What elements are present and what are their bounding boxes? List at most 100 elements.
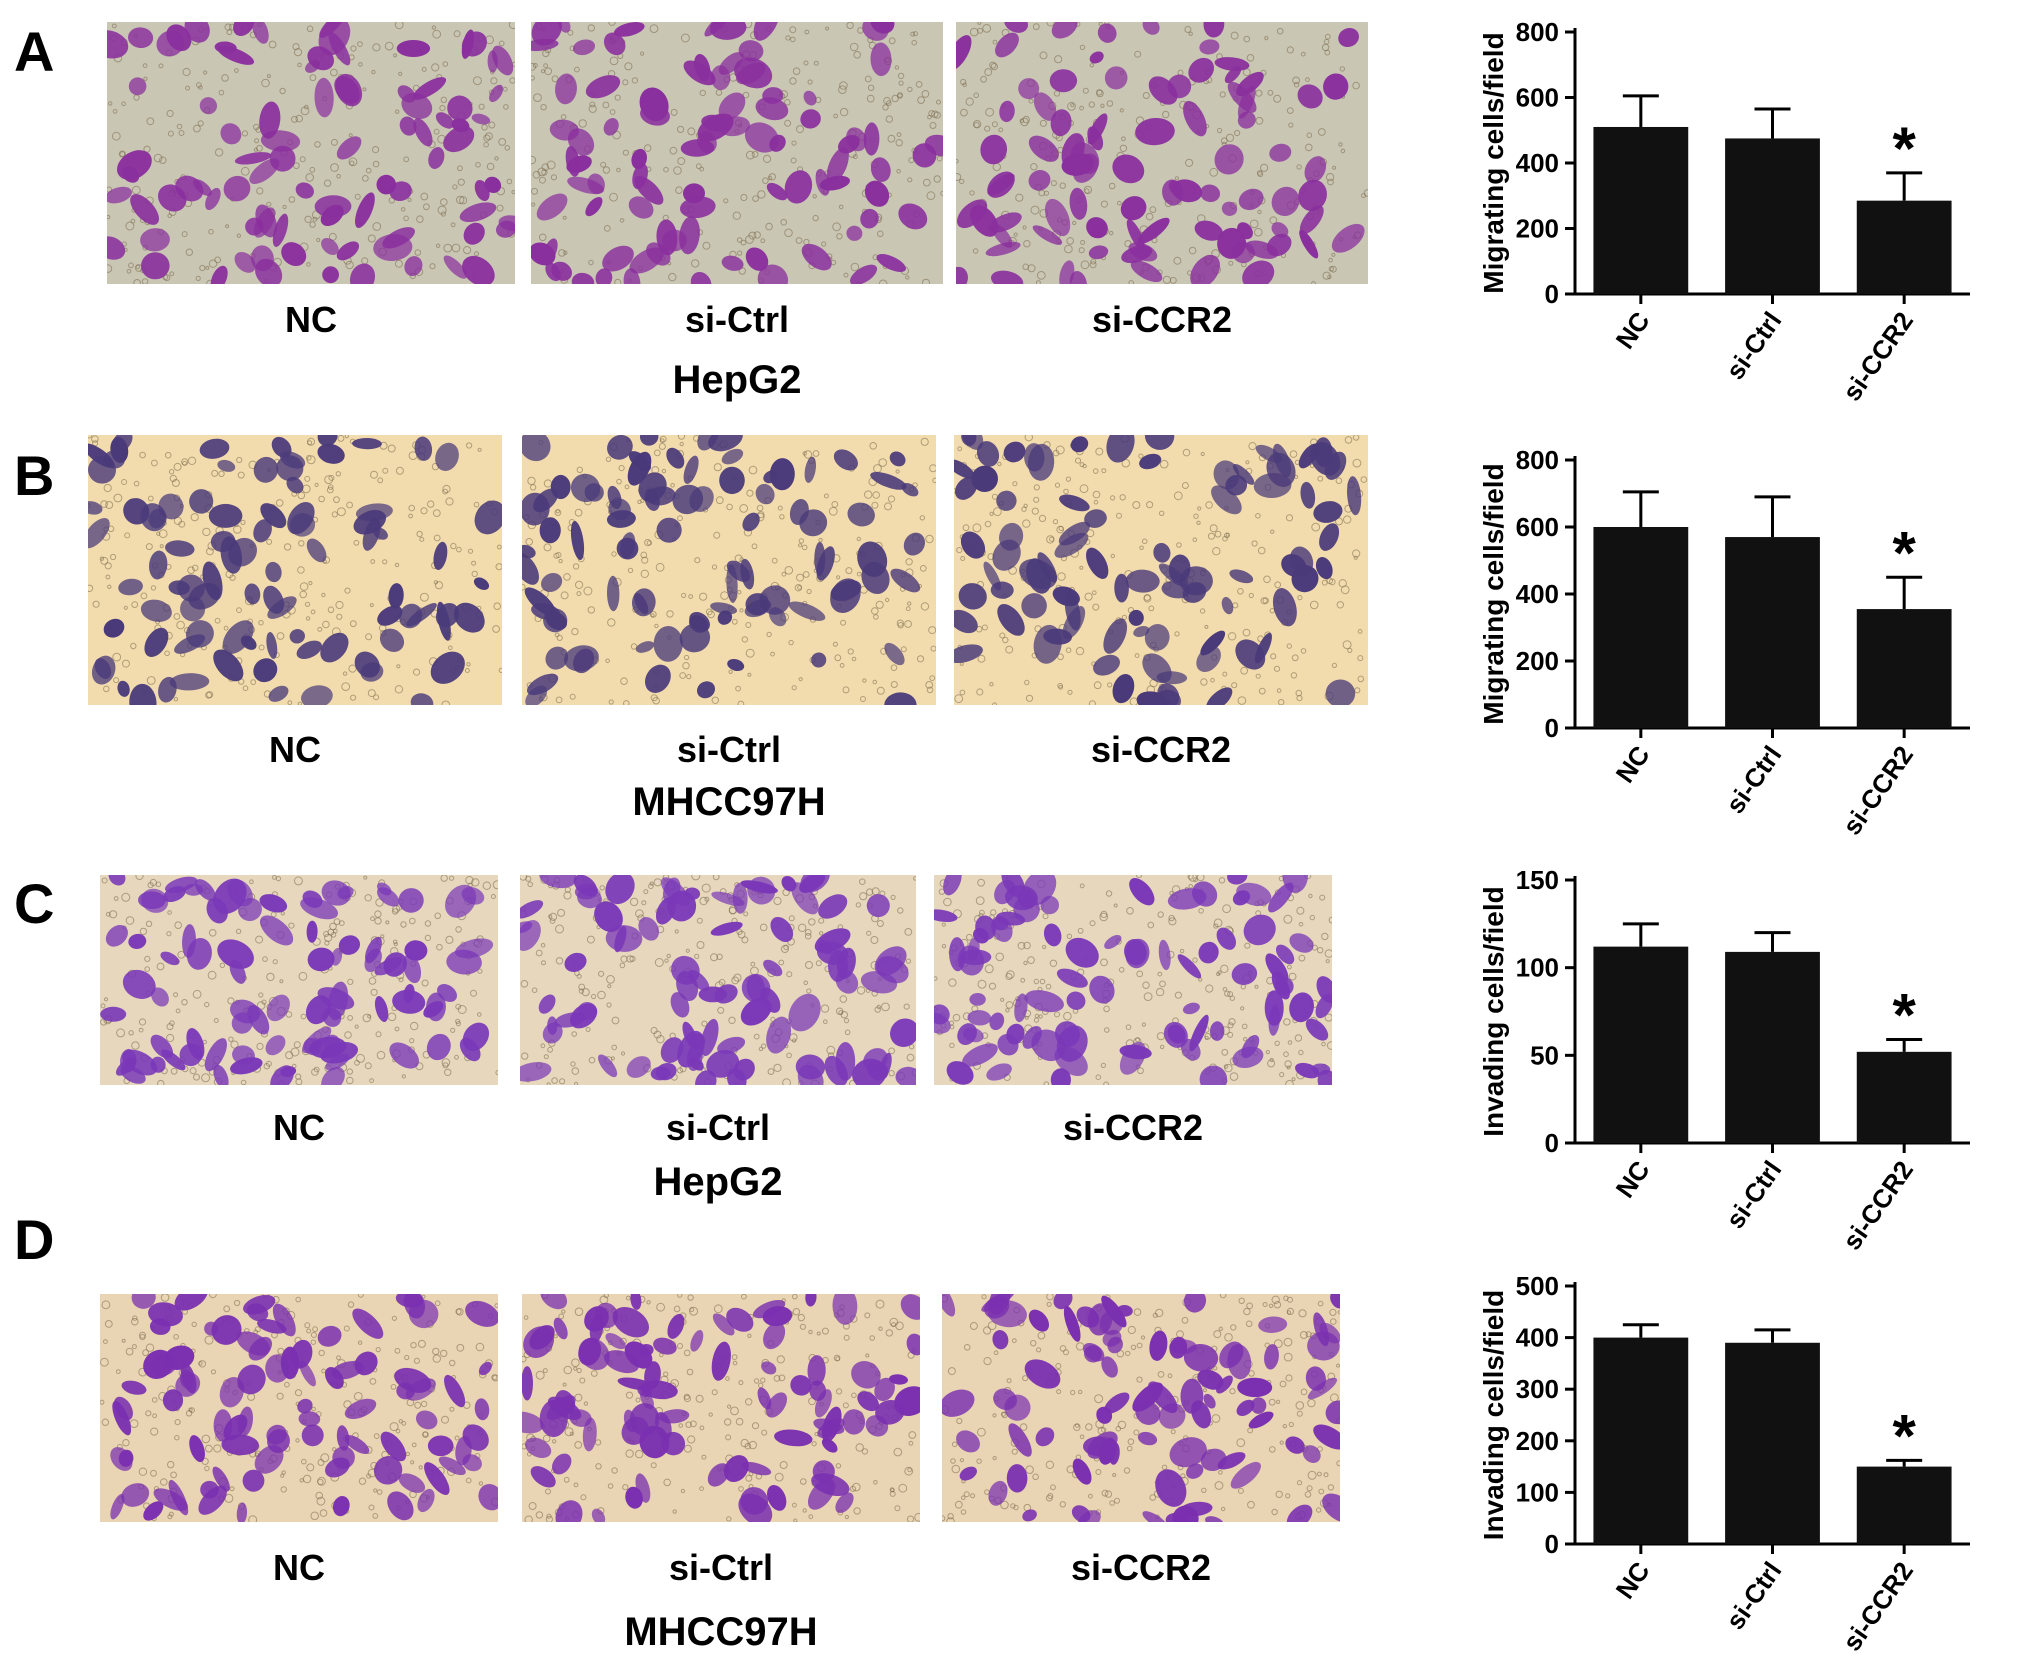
x-tick-label: si-CCR2 [1836, 1556, 1919, 1656]
panel-letter: C [14, 872, 55, 935]
bar [1856, 1051, 1952, 1143]
y-axis-label: Invading cells/field [1478, 886, 1509, 1137]
micrograph-image [934, 875, 1332, 1085]
bar [1856, 1466, 1952, 1544]
y-tick-label: 100 [1516, 953, 1559, 983]
panel-letter: B [14, 444, 55, 507]
micrograph-image [522, 1294, 920, 1522]
image-label: NC [273, 1547, 325, 1588]
y-tick-label: 300 [1516, 1374, 1559, 1404]
micrograph-texture [531, 22, 943, 284]
bar [1725, 138, 1820, 294]
micrograph-texture [956, 22, 1368, 284]
y-tick-label: 400 [1516, 148, 1559, 178]
significance-marker: * [1892, 1402, 1916, 1469]
x-tick-label: si-CCR2 [1836, 740, 1919, 840]
bar [1593, 126, 1689, 294]
image-label: si-CCR2 [1062, 1107, 1204, 1148]
bar [1593, 527, 1689, 728]
y-tick-label: 200 [1516, 646, 1559, 676]
image-label: si-Ctrl [676, 729, 781, 770]
y-tick-label: 0 [1545, 713, 1559, 743]
y-tick-label: 0 [1545, 1529, 1559, 1559]
cell-line-label: MHCC97H [624, 1610, 818, 1654]
y-tick-label: 800 [1516, 17, 1559, 47]
image-label: NC [269, 729, 321, 770]
micrograph-texture [88, 435, 502, 705]
bar-chart-svg: Invading cells/field 0 50 100 150 NC si-Ctrl si… [1478, 865, 1970, 1255]
bar [1725, 951, 1820, 1143]
y-tick-label: 600 [1516, 512, 1559, 542]
x-tick-label: si-CCR2 [1836, 1155, 1919, 1255]
panel-letter: D [14, 1208, 55, 1271]
y-tick-label: 0 [1545, 1128, 1559, 1158]
image-label: si-Ctrl [668, 1547, 773, 1588]
micrograph-image [107, 22, 515, 284]
x-tick-label: NC [1610, 306, 1656, 354]
image-label: si-Ctrl [665, 1107, 770, 1148]
bar [1725, 1342, 1820, 1544]
image-label: si-Ctrl [684, 299, 789, 340]
micrograph-texture [522, 1294, 920, 1522]
y-axis-label: Migrating cells/field [1478, 32, 1509, 293]
bar-chart: Migrating cells/field 0 200 400 600 800 NC si-C… [1455, 17, 1975, 424]
micrograph-image [88, 435, 502, 705]
micrograph-image [942, 1294, 1340, 1522]
significance-marker: * [1892, 115, 1916, 182]
y-tick-label: 500 [1516, 1271, 1559, 1301]
x-tick-label: si-Ctrl [1720, 1556, 1788, 1635]
x-tick-label: NC [1610, 1556, 1656, 1604]
y-axis-label: Migrating cells/field [1478, 463, 1509, 724]
x-tick-label: NC [1610, 1155, 1656, 1203]
x-tick-label: NC [1610, 740, 1656, 788]
bar-chart-svg: Migrating cells/field 0 200 400 600 800 NC si-C… [1478, 17, 1970, 406]
micrograph-texture [954, 435, 1368, 705]
micrograph-image [520, 875, 916, 1085]
image-label: si-CCR2 [1090, 729, 1232, 770]
bar [1856, 200, 1952, 294]
image-label: NC [285, 299, 337, 340]
bar-chart: Invading cells/field 0 100 200 300 400 500 NC si… [1455, 1271, 1975, 1674]
bar-chart-svg: Migrating cells/field 0 200 400 600 800 NC si-C… [1478, 445, 1970, 840]
y-tick-label: 800 [1516, 445, 1559, 475]
panel-letter: A [14, 20, 55, 83]
micrograph-texture [100, 1294, 498, 1522]
micrograph-texture [100, 875, 498, 1085]
bar-chart: Invading cells/field 0 50 100 150 NC si-Ctrl si… [1455, 865, 1975, 1273]
bar-chart: Migrating cells/field 0 200 400 600 800 NC si-C… [1455, 445, 1975, 858]
y-tick-label: 150 [1516, 865, 1559, 895]
y-tick-label: 100 [1516, 1477, 1559, 1507]
significance-marker: * [1892, 982, 1916, 1049]
bar [1593, 1337, 1689, 1544]
bar-chart-svg: Invading cells/field 0 100 200 300 400 500 NC si… [1478, 1271, 1970, 1656]
micrograph-texture [522, 435, 936, 705]
cell-line-label: MHCC97H [632, 780, 826, 824]
y-tick-label: 400 [1516, 1323, 1559, 1353]
micrograph-texture [942, 1294, 1340, 1522]
micrograph-image [100, 1294, 498, 1522]
significance-marker: * [1892, 519, 1916, 586]
micrograph-image [956, 22, 1368, 284]
image-label: si-CCR2 [1091, 299, 1233, 340]
y-axis-label: Invading cells/field [1478, 1290, 1509, 1541]
y-tick-label: 200 [1516, 214, 1559, 244]
micrograph-texture [107, 22, 515, 284]
cell-line-label: HepG2 [653, 1160, 783, 1204]
x-tick-label: si-Ctrl [1720, 740, 1788, 819]
bar [1725, 537, 1820, 728]
x-tick-label: si-Ctrl [1720, 1155, 1788, 1234]
bar [1856, 609, 1952, 728]
image-label: si-CCR2 [1070, 1547, 1212, 1588]
y-tick-label: 400 [1516, 579, 1559, 609]
micrograph-texture [934, 875, 1332, 1085]
micrograph-image [531, 22, 943, 284]
y-tick-label: 200 [1516, 1426, 1559, 1456]
cell-line-label: HepG2 [672, 358, 802, 402]
y-tick-label: 50 [1530, 1040, 1559, 1070]
image-label: NC [273, 1107, 325, 1148]
bar [1593, 946, 1689, 1143]
x-tick-label: si-CCR2 [1836, 306, 1919, 406]
micrograph-texture [520, 875, 916, 1085]
micrograph-image [522, 435, 936, 705]
